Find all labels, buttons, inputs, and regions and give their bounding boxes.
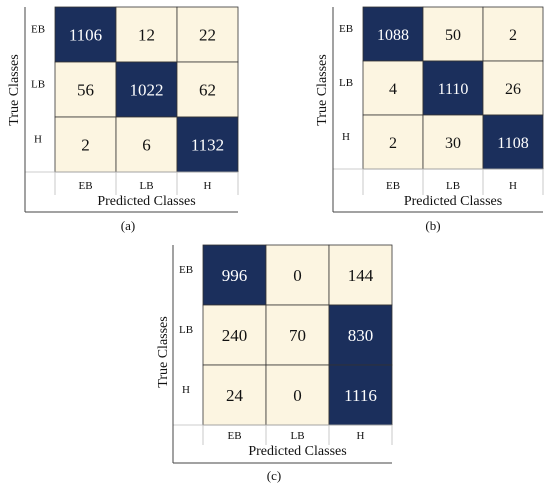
cell-value-label: 22 — [199, 26, 216, 45]
matrix-cell — [202, 304, 267, 366]
cell-value-label: 1108 — [497, 135, 528, 152]
cell-value-label: 0 — [293, 266, 302, 285]
cell-value-label: 56 — [77, 81, 94, 100]
row-tick-label: LB — [339, 77, 353, 89]
panel-label: (b) — [425, 218, 440, 233]
cell-value-label: 830 — [348, 326, 374, 345]
matrix-cell — [54, 61, 117, 118]
x-axis-title: Predicted Classes — [97, 194, 195, 209]
matrix-cell — [328, 244, 393, 306]
matrix-cell — [482, 114, 544, 170]
cell-value-label: 1132 — [191, 136, 224, 155]
column-tick-label: EB — [227, 430, 241, 442]
matrix-cell — [265, 304, 330, 366]
column-tick-label: LB — [290, 430, 304, 442]
row-tick-label: LB — [179, 324, 193, 336]
cell-value-label: 30 — [445, 135, 461, 152]
row-tick-label: EB — [31, 24, 45, 36]
x-axis-title: Predicted Classes — [404, 194, 502, 209]
cell-value-label: 1088 — [377, 27, 409, 44]
matrix-cell — [176, 6, 239, 63]
cell-value-label: 1022 — [130, 81, 164, 100]
cell-value-label: 996 — [222, 266, 248, 285]
cell-value-label: 50 — [445, 27, 461, 44]
y-axis-title: True Classes — [156, 316, 171, 387]
confusion-matrix-panel: 1106 12 22 56 1022 62 2 6 1132 EB LB H EB LB H True Cla… — [7, 6, 239, 233]
matrix-cell — [422, 114, 484, 170]
row-tick-label: EB — [339, 23, 353, 35]
column-tick-label: LB — [446, 180, 460, 192]
matrix-cell — [202, 244, 267, 306]
cell-value-label: 70 — [289, 326, 306, 345]
matrix-cell — [176, 61, 239, 118]
cell-value-label: 1110 — [438, 81, 469, 98]
confusion-matrix-panel: 1088 50 2 4 1110 26 2 30 1108 EB LB H EB LB H True Clas… — [315, 6, 544, 233]
matrix-cell — [54, 6, 117, 63]
column-tick-label: EB — [78, 180, 92, 192]
column-tick-label: H — [357, 430, 365, 442]
cell-value-label: 6 — [142, 136, 151, 155]
cell-value-label: 2 — [389, 135, 397, 152]
cell-value-label: 144 — [348, 266, 374, 285]
column-tick-label: LB — [139, 180, 153, 192]
matrix-cell — [115, 6, 178, 63]
matrix-cell — [202, 364, 267, 426]
matrix-cell — [362, 60, 424, 116]
matrix-cell — [265, 364, 330, 426]
cell-value-label: 62 — [199, 81, 216, 100]
matrix-cell — [422, 6, 484, 62]
row-tick-label: H — [182, 384, 190, 396]
row-tick-label: H — [34, 134, 42, 146]
cell-value-label: 12 — [138, 26, 155, 45]
cell-value-label: 2 — [509, 27, 517, 44]
matrix-cell — [328, 304, 393, 366]
matrix-cell — [115, 116, 178, 173]
cell-value-label: 240 — [222, 326, 248, 345]
matrix-cell — [482, 60, 544, 116]
cell-value-label: 2 — [81, 136, 90, 155]
y-axis-title: True Classes — [315, 54, 330, 125]
column-tick-label: H — [509, 180, 517, 192]
row-tick-label: LB — [31, 79, 45, 91]
row-tick-label: H — [342, 131, 350, 143]
matrix-cell — [482, 6, 544, 62]
matrix-cell — [362, 114, 424, 170]
cell-value-label: 4 — [389, 81, 397, 98]
cell-value-label: 0 — [293, 386, 302, 405]
column-tick-label: EB — [386, 180, 400, 192]
x-axis-title: Predicted Classes — [248, 444, 346, 459]
panel-label: (a) — [121, 218, 135, 233]
cell-value-label: 1116 — [344, 386, 377, 405]
cell-value-label: 26 — [505, 81, 521, 98]
cell-value-label: 1106 — [69, 26, 102, 45]
y-axis-title: True Classes — [7, 54, 22, 125]
matrix-cell — [328, 364, 393, 426]
column-tick-label: H — [204, 180, 212, 192]
cell-value-label: 24 — [226, 386, 244, 405]
matrix-cell — [265, 244, 330, 306]
panel-label: (c) — [267, 468, 281, 483]
matrix-cell — [422, 60, 484, 116]
row-tick-label: EB — [179, 264, 193, 276]
